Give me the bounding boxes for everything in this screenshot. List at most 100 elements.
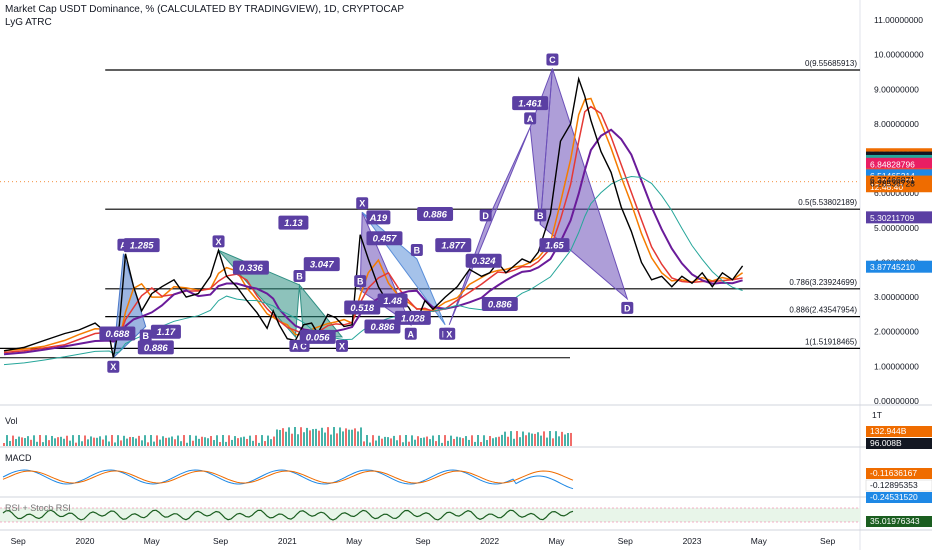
volume-badge-text: 96.008B	[870, 438, 902, 448]
volume-bar	[342, 431, 344, 446]
volume-bar	[156, 435, 158, 446]
harmonic-point-marker	[354, 275, 367, 288]
pattern-ratio-label: 0.886	[371, 322, 395, 333]
volume-bar	[48, 440, 50, 446]
macd-badge-text: -0.11636167	[870, 468, 917, 478]
x-tick-label: Sep	[618, 536, 633, 546]
volume-bar	[9, 440, 11, 446]
volume-bar	[399, 435, 401, 446]
volume-bar	[486, 440, 488, 446]
volume-bar	[267, 435, 269, 446]
volume-bar	[567, 433, 569, 446]
volume-bar	[441, 442, 443, 446]
volume-bar	[306, 427, 308, 446]
pattern-ratio-box	[539, 238, 570, 253]
volume-bar	[489, 436, 491, 446]
harmonic-point-label: X	[339, 341, 345, 351]
pattern-ratio-box	[99, 326, 136, 341]
volume-bar	[138, 435, 140, 446]
price-badge	[866, 180, 932, 193]
pattern-ratio-label: 1.461	[518, 99, 542, 110]
volume-bar	[396, 440, 398, 446]
price-badge	[866, 211, 932, 224]
volume-bar	[231, 439, 233, 446]
volume-bar	[492, 438, 494, 446]
volume-bar	[54, 438, 56, 446]
volume-bar	[294, 427, 296, 446]
harmonic-point-label: X	[216, 237, 222, 247]
volume-bar	[90, 436, 92, 446]
volume-bar	[66, 435, 68, 446]
x-tick-label: May	[144, 536, 161, 546]
volume-bar	[285, 431, 287, 446]
volume-bar	[360, 427, 362, 446]
volume-bar	[123, 435, 125, 446]
harmonic-point-marker	[212, 235, 225, 248]
volume-bar	[171, 436, 173, 446]
volume-bar	[51, 435, 53, 446]
pattern-ratio-box	[150, 324, 181, 339]
volume-bar	[78, 435, 80, 446]
volume-bar	[540, 435, 542, 446]
volume-bar	[495, 437, 497, 446]
volume-bar	[333, 427, 335, 446]
macd-signal-line	[2, 470, 574, 484]
harmonic-point-marker	[356, 197, 369, 210]
volume-badge	[866, 438, 932, 449]
macd-pane-label: MACD	[5, 453, 32, 463]
pattern-ratio-box	[435, 238, 472, 253]
volume-bar	[390, 438, 392, 446]
volume-bar	[12, 435, 14, 446]
volume-bar	[15, 439, 17, 446]
volume-bar	[516, 431, 518, 446]
volume-bar	[57, 437, 59, 446]
macd-badge	[866, 492, 932, 503]
volume-bar	[279, 429, 281, 446]
volume-bar	[480, 442, 482, 446]
volume-bar	[411, 435, 413, 446]
volume-bar	[483, 435, 485, 446]
volume-bar	[282, 428, 284, 446]
macd-badge	[866, 468, 932, 479]
harmonic-point-marker	[546, 53, 559, 66]
x-tick-label: 2020	[76, 536, 95, 546]
volume-bar	[501, 434, 503, 446]
volume-bar	[150, 435, 152, 446]
volume-bar	[330, 434, 332, 446]
volume-bar	[477, 435, 479, 446]
volume-bar	[570, 432, 572, 446]
y-tick-label: 9.00000000	[874, 84, 919, 94]
volume-bar	[42, 442, 44, 446]
volume-bar	[372, 435, 374, 446]
harmonic-point-marker	[293, 269, 306, 282]
pattern-ratio-box	[394, 310, 431, 325]
volume-bar	[144, 435, 146, 446]
price-badge	[866, 157, 932, 170]
volume-bar	[312, 429, 314, 446]
volume-bar	[444, 435, 446, 446]
volume-bar	[126, 438, 128, 446]
ema-fast-line	[3, 97, 744, 352]
volume-bar	[435, 441, 437, 446]
pattern-ratio-box	[366, 210, 391, 225]
volume-bar	[111, 435, 113, 446]
volume-bar	[426, 436, 428, 446]
volume-bar	[189, 435, 191, 446]
volume-bar	[528, 432, 530, 446]
pattern-ratio-box	[366, 231, 403, 246]
harmonic-point-marker	[621, 301, 634, 314]
pattern-ratio-label: 1.13	[284, 218, 303, 229]
volume-bar	[564, 434, 566, 446]
volume-bar	[417, 436, 419, 446]
volume-bar	[132, 437, 134, 446]
volume-bar	[117, 435, 119, 446]
volume-bar	[81, 441, 83, 446]
price-badge	[866, 260, 932, 273]
volume-bar	[63, 438, 65, 446]
x-tick-label: 2022	[480, 536, 499, 546]
volume-bar	[234, 436, 236, 446]
ema-mid-line	[3, 105, 743, 354]
harmonic-point-marker	[443, 327, 456, 340]
price-badge-text: 5.30211709	[870, 213, 915, 223]
